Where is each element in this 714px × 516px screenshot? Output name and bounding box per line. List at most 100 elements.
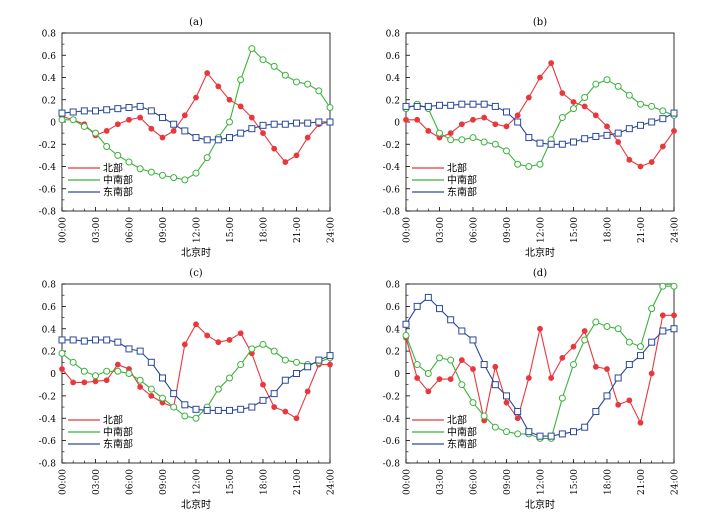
data-point [447,101,455,109]
data-point [525,134,533,142]
data-point [458,121,465,128]
data-point [148,392,155,399]
data-point [136,102,144,110]
data-point [159,171,166,179]
data-point [626,156,633,163]
data-point [625,338,633,346]
data-point [492,121,499,128]
x-tick-label: 18:00 [260,469,270,495]
data-point [614,82,622,90]
series-line [61,323,330,420]
data-point [136,165,144,173]
y-tick-label: 0.8 [42,30,57,40]
data-point [203,136,211,144]
data-point [581,135,589,143]
data-point [293,370,300,377]
y-tick-label: -0.2 [383,141,400,151]
y-tick-label: -0.4 [383,163,401,173]
data-point [103,377,110,384]
data-point [436,101,443,109]
y-tick-label: 0.8 [386,30,401,40]
data-point [659,143,666,150]
data-point [514,160,522,168]
data-point [136,347,144,355]
data-point [159,114,166,122]
data-point [514,112,521,119]
data-point [203,406,211,414]
data-point [491,423,499,431]
data-point [80,122,88,130]
data-point [192,134,200,142]
data-point [181,112,188,119]
y-tick-label: 0.4 [42,74,57,84]
data-point [192,169,200,177]
legend-label: 中南部 [103,426,133,439]
data-point [226,374,233,382]
data-point [159,394,166,402]
data-point [480,361,488,369]
data-point [203,154,211,162]
data-point [436,129,443,137]
data-point [326,104,334,112]
data-point [103,142,111,150]
series-line [406,103,675,145]
data-point [670,282,678,290]
y-tick-label: 0.6 [386,52,401,62]
data-point [625,361,633,369]
data-point [181,176,189,184]
y-tick-label: -0.6 [39,437,57,447]
data-point [637,419,644,426]
data-point [147,358,155,366]
series-line [405,79,675,168]
data-point [193,321,199,328]
data-point [170,390,178,398]
x-tick-label: 03:00 [92,469,102,495]
data-point [604,123,610,130]
data-point [204,70,211,76]
data-point [114,105,122,113]
data-point [425,127,432,134]
data-point [282,159,289,165]
data-point [637,352,644,360]
data-point [125,370,133,377]
x-tick-label: 21:00 [293,217,303,243]
data-point [181,127,189,135]
data-point [193,94,199,101]
data-point [204,332,211,339]
data-point [215,83,222,90]
data-point [648,305,656,313]
data-point [625,91,633,99]
y-tick-label: -0.8 [39,208,57,218]
data-point [237,103,244,110]
data-point [592,408,600,416]
y-tick-label: 0 [50,370,56,380]
data-point [81,379,88,386]
x-tick-label: 24:00 [671,469,681,495]
data-point [581,103,588,110]
data-point [69,358,77,366]
data-point [58,336,66,344]
data-point [92,378,99,385]
data-point [293,415,300,422]
data-point [470,366,476,372]
data-point [648,159,655,165]
data-point [447,316,455,324]
data-point [671,127,677,134]
data-point [424,370,432,377]
data-point [159,374,166,382]
data-point [137,114,144,121]
data-point [80,107,88,115]
data-point [114,367,122,375]
data-point [304,363,312,371]
data-point [659,115,667,123]
data-point [114,121,121,128]
data-point [480,412,488,420]
data-point [503,108,510,116]
x-tick-label: 12:00 [537,217,547,243]
data-point [281,71,289,79]
x-tick-label: 03:00 [436,469,446,495]
panel-d: (d) 0.8 0.6 0.4 0.2 0 -0.2 -0.4 -0.6 -0.800:00 03:… [383,268,681,511]
y-tick-label: 0.2 [386,348,400,358]
